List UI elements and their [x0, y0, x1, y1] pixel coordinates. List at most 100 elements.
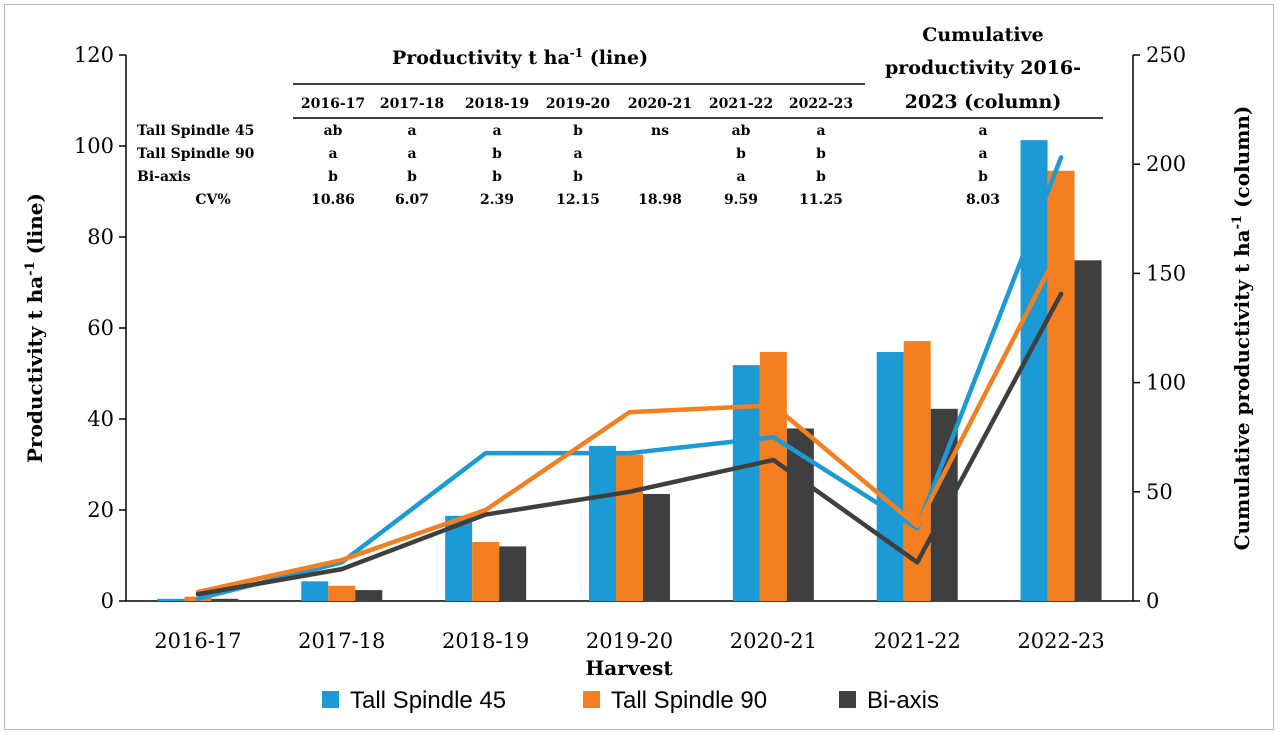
table-cell: 6.07 — [395, 192, 429, 208]
right-tick-label: 0 — [1146, 589, 1159, 613]
table-column-header: 2022-23 — [789, 96, 853, 112]
legend-swatch — [322, 691, 339, 708]
legend-label: Bi-axis — [867, 687, 939, 714]
left-axis-title: Productivity t ha-1 (line) — [23, 193, 47, 463]
bar-tall-spindle-45 — [1020, 140, 1048, 601]
left-tick-label: 0 — [101, 589, 114, 613]
table-cell: a — [736, 169, 745, 185]
table-cell: b — [328, 169, 338, 185]
x-tick-label: 2018-19 — [442, 629, 529, 653]
table-cell: b — [816, 169, 826, 185]
right-axis-ticks: 0 50 100 150 200 250 — [1133, 43, 1186, 613]
bar-bi-axis — [211, 598, 239, 601]
table-column-header: 2021-22 — [709, 96, 773, 112]
table-cell: b — [736, 146, 746, 162]
table-cell: b — [816, 146, 826, 162]
bar-tall-spindle-45 — [301, 581, 329, 601]
table-cell: b — [573, 123, 583, 139]
table-header-title: Productivity t ha-1 (line) — [392, 46, 648, 69]
table-column-header: 2019-20 — [546, 96, 611, 112]
table-cell: a — [407, 146, 416, 162]
table-row-label: CV% — [195, 192, 230, 208]
legend-label: Tall Spindle 45 — [350, 687, 506, 714]
table-cell: a — [816, 123, 825, 139]
x-axis-title: Harvest — [585, 656, 673, 680]
table-column-header: 2017-18 — [380, 96, 444, 112]
bar-bi-axis — [355, 590, 383, 601]
bar-tall-spindle-90 — [1047, 170, 1075, 601]
table-column-header: 2020-21 — [628, 96, 692, 112]
table-cell: a — [573, 146, 582, 162]
table-cell: a — [492, 123, 501, 139]
figure-border — [4, 4, 1274, 730]
right-tick-label: 50 — [1146, 480, 1173, 504]
table-column-header: 2018-19 — [465, 96, 529, 112]
x-tick-label: 2016-17 — [154, 629, 241, 653]
table-cell: 12.15 — [556, 192, 600, 208]
line-bi-axis — [195, 291, 1064, 597]
table-cell: 2.39 — [480, 192, 514, 208]
right-axis-title: Cumulative productivity t ha-1 (column) — [1230, 106, 1254, 551]
table-column-header: 2016-17 — [301, 96, 365, 112]
cumulative-title-line-1: Cumulative — [922, 24, 1044, 46]
x-tick-label: 2019-20 — [586, 629, 673, 653]
table-row-label: Tall Spindle 90 — [137, 146, 255, 162]
table-cell: ab — [732, 123, 751, 139]
legend: Tall Spindle 45 Tall Spindle 90 Bi-axis — [322, 687, 939, 714]
table-cell: 11.25 — [799, 192, 843, 208]
left-tick-label: 40 — [87, 407, 114, 431]
bar-tall-spindle-45 — [157, 598, 185, 601]
table-cumulative-cell: 8.03 — [966, 192, 1000, 208]
left-tick-label: 60 — [87, 316, 114, 340]
table-cell: a — [328, 146, 337, 162]
x-tick-label: 2022-23 — [1017, 629, 1104, 653]
table-cumulative-cell: b — [978, 169, 988, 185]
left-tick-label: 100 — [74, 134, 114, 158]
table-cell: b — [492, 169, 502, 185]
left-tick-label: 20 — [87, 498, 114, 522]
right-tick-label: 250 — [1146, 43, 1186, 67]
line-series — [195, 155, 1064, 601]
bar-bi-axis — [499, 546, 527, 601]
left-tick-label: 120 — [74, 43, 114, 67]
table-cell: 9.59 — [724, 192, 758, 208]
bar-bi-axis — [1074, 260, 1102, 601]
legend-swatch — [583, 691, 600, 708]
table-cumulative-cell: a — [978, 123, 987, 139]
legend-label: Tall Spindle 90 — [611, 687, 767, 714]
table-cell: b — [573, 169, 583, 185]
cumulative-title-line-3: 2023 (column) — [905, 91, 1062, 113]
table-cell: b — [407, 169, 417, 185]
left-axis-ticks: 0 20 40 60 80 100 120 — [74, 43, 126, 613]
table-row-label: Tall Spindle 45 — [137, 123, 254, 139]
table-cell: a — [407, 123, 416, 139]
table-row-label: Bi-axis — [137, 169, 191, 185]
x-tick-label: 2017-18 — [298, 629, 385, 653]
x-tick-label: 2020-21 — [730, 629, 817, 653]
left-tick-label: 80 — [87, 225, 114, 249]
x-tick-label: 2021-22 — [874, 629, 961, 653]
bar-bi-axis — [786, 428, 814, 601]
legend-swatch — [839, 691, 856, 708]
table-cell: b — [492, 146, 502, 162]
right-tick-label: 150 — [1146, 261, 1186, 285]
table-cumulative-cell: a — [978, 146, 987, 162]
bar-tall-spindle-90 — [328, 585, 356, 601]
table-cell: ns — [651, 123, 669, 139]
table-cell: 18.98 — [638, 192, 682, 208]
bar-tall-spindle-90 — [759, 352, 787, 601]
bar-tall-spindle-45 — [589, 445, 616, 601]
bar-tall-spindle-45 — [732, 365, 760, 601]
bar-bi-axis — [643, 493, 670, 601]
cumulative-title-line-2: productivity 2016- — [885, 57, 1081, 79]
line-tall-spindle-90 — [195, 243, 1064, 595]
stats-table: Productivity t ha-1 (line) Cumulative pr… — [137, 24, 1103, 208]
right-tick-label: 200 — [1146, 152, 1186, 176]
right-tick-label: 100 — [1146, 371, 1186, 395]
table-cell: 10.86 — [311, 192, 355, 208]
bar-tall-spindle-45 — [876, 352, 904, 601]
column-series — [157, 140, 1102, 601]
bar-tall-spindle-90 — [616, 454, 643, 601]
